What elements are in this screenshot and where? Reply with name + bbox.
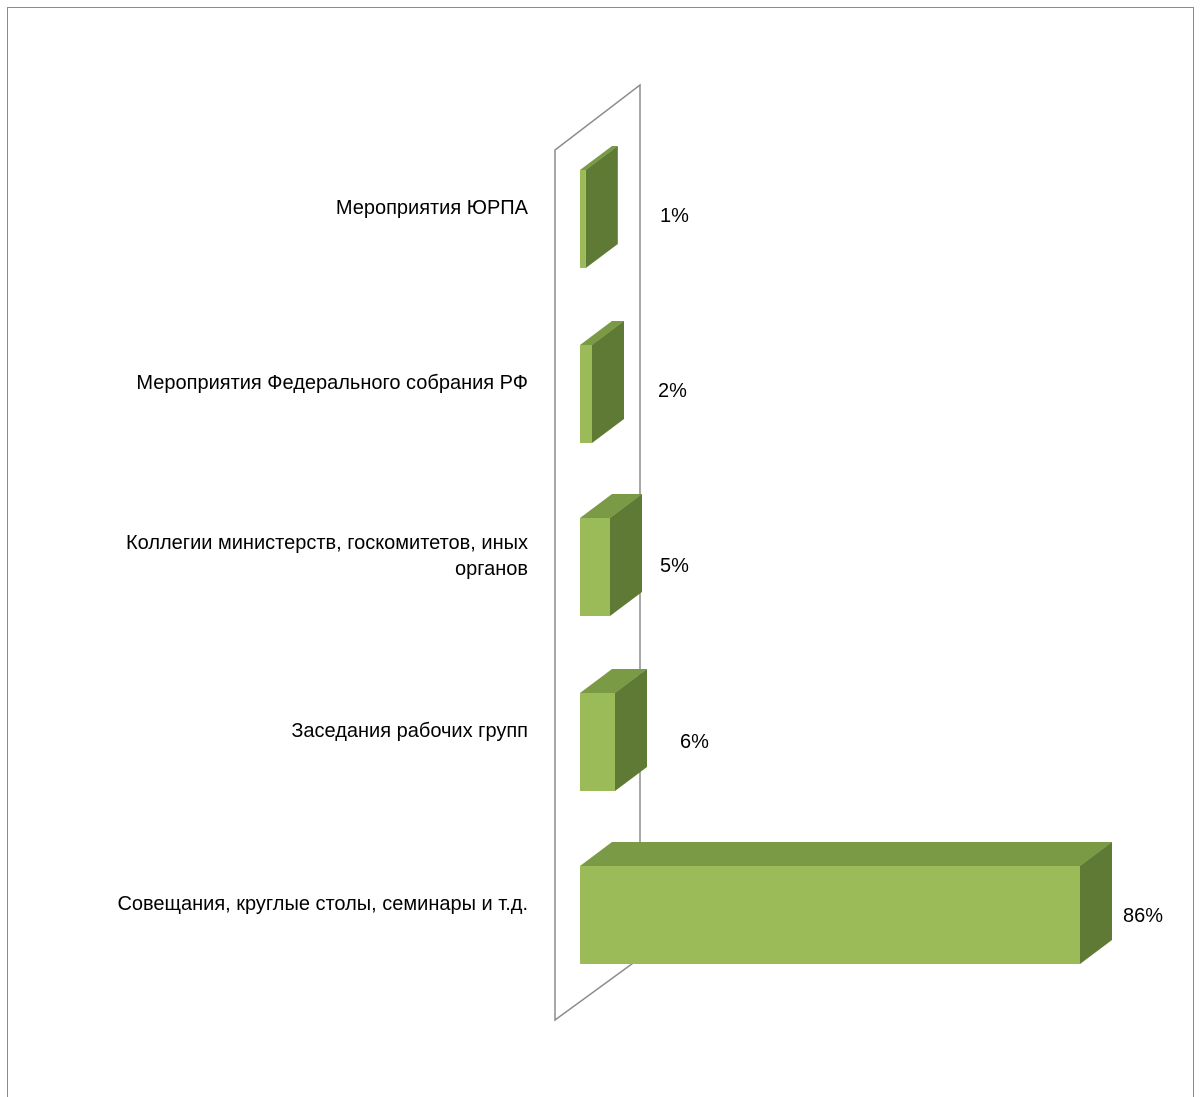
bar-top-face: [580, 494, 642, 518]
bar-front-face: [580, 170, 586, 268]
bar-3: [580, 494, 642, 616]
category-label: Заседания рабочих групп: [291, 720, 528, 742]
category-label-line: Мероприятия ЮРПА: [336, 197, 529, 219]
bar-2: [580, 321, 624, 443]
category-label-line: Мероприятия Федерального собрания РФ: [136, 372, 528, 394]
data-label: 5%: [660, 555, 689, 577]
bar-5: [580, 842, 1112, 964]
data-label: 1%: [660, 205, 689, 227]
bar-front-face: [580, 345, 592, 443]
data-label: 2%: [658, 380, 687, 402]
bar-top-face: [580, 842, 1112, 866]
bar-side-face: [585, 146, 618, 268]
category-label-line: органов: [455, 558, 528, 580]
bar-1: [580, 146, 618, 268]
category-label-line: Коллегии министерств, госкомитетов, иных: [126, 532, 528, 554]
bars: [580, 146, 1112, 964]
bar-top-face: [580, 146, 618, 170]
bar-side-face: [610, 494, 642, 616]
category-label: Мероприятия Федерального собрания РФ: [136, 372, 528, 394]
category-labels: Мероприятия ЮРПА Мероприятия Федерального…: [117, 197, 528, 915]
bar-front-face: [580, 693, 615, 791]
bar-side-face: [592, 321, 624, 443]
category-label: Совещания, круглые столы, семинары и т.д…: [117, 893, 528, 915]
bar-top-face: [580, 321, 624, 345]
bar-front-face: [580, 866, 1080, 964]
category-label-line: Совещания, круглые столы, семинары и т.д…: [117, 893, 528, 915]
data-label: 86%: [1123, 905, 1163, 927]
bar-4: [580, 669, 647, 791]
chart-frame: [7, 7, 1194, 1097]
bar-front-face: [580, 518, 610, 616]
data-label: 6%: [680, 731, 709, 753]
category-label: Коллегии министерств, госкомитетов, иных…: [126, 532, 528, 580]
category-label-line: Заседания рабочих групп: [291, 720, 528, 742]
data-labels: 1% 2% 5% 6% 86%: [658, 205, 1163, 927]
bar-top-face: [580, 669, 647, 693]
bar-side-face: [1080, 842, 1112, 964]
category-label: Мероприятия ЮРПА: [336, 197, 529, 219]
bar-side-face: [615, 669, 647, 791]
